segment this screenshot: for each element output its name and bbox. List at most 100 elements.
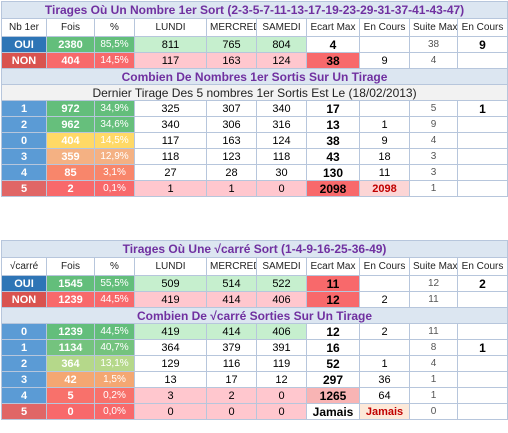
en-cours-cell: 1 — [359, 355, 410, 372]
en-cours-suite-cell: 2 — [456, 275, 508, 292]
samedi-cell: 522 — [256, 275, 307, 292]
ecart-max-cell: 1265 — [306, 387, 360, 404]
data-row: 0 1239 44,5% 419 414 406 12 2 11 — [1, 323, 508, 340]
lundi-cell: 117 — [134, 132, 207, 149]
section-subtitle: Combien De Nombres 1er Sortis Sur Un Tir… — [0, 68, 508, 85]
mercredi-cell: 379 — [206, 339, 257, 356]
ecart-max-cell: 52 — [306, 355, 360, 372]
percent-cell: 34,9% — [94, 100, 135, 117]
percent-cell: 85,5% — [94, 36, 135, 53]
ecart-max-cell: 13 — [306, 116, 360, 133]
fois-cell: 404 — [46, 52, 95, 69]
en-cours-suite-cell — [456, 116, 508, 133]
suite-max-cell: 11 — [409, 291, 458, 308]
samedi-cell: 406 — [256, 291, 307, 308]
lundi-cell: 118 — [134, 148, 207, 165]
data-row: 1 1134 40,7% 364 379 391 16 8 1 — [1, 339, 508, 356]
en-cours-suite-cell — [456, 403, 508, 420]
mercredi-cell: 306 — [206, 116, 257, 133]
lundi-cell: 27 — [134, 164, 207, 181]
en-cours-suite-cell — [456, 52, 508, 69]
suite-max-cell: 3 — [409, 164, 458, 181]
percent-cell: 1,5% — [94, 371, 135, 388]
row-label-cell: 0 — [1, 132, 47, 149]
en-cours-cell: 2 — [359, 323, 410, 340]
column-header: Suite Max — [409, 257, 458, 276]
column-header: Fois — [46, 18, 95, 37]
mercredi-cell: 116 — [206, 355, 257, 372]
lundi-cell: 0 — [134, 403, 207, 420]
row-label-cell: 2 — [1, 355, 47, 372]
data-row: OUI 1545 55,5% 509 514 522 11 12 2 — [1, 275, 508, 292]
column-header: En Cours — [456, 18, 508, 37]
percent-cell: 13,1% — [94, 355, 135, 372]
row-label-cell: OUI — [1, 36, 47, 53]
lundi-cell: 1 — [134, 180, 207, 197]
data-row: 3 42 1,5% 13 17 12 297 36 1 — [1, 371, 508, 388]
section-subtitle: Combien De √carré Sorties Sur Un Tirage — [0, 307, 508, 324]
suite-max-cell: 12 — [409, 275, 458, 292]
suite-max-cell: 4 — [409, 52, 458, 69]
samedi-cell: 0 — [256, 387, 307, 404]
lundi-cell: 340 — [134, 116, 207, 133]
percent-cell: 40,7% — [94, 339, 135, 356]
ecart-max-cell: 297 — [306, 371, 360, 388]
sub-row: Combien De √carré Sorties Sur Un Tirage — [0, 307, 508, 324]
data-row: OUI 2380 85,5% 811 765 804 4 38 9 — [1, 36, 508, 53]
fois-cell: 1239 — [46, 291, 95, 308]
fois-cell: 962 — [46, 116, 95, 133]
en-cours-suite-cell — [456, 180, 508, 197]
row-label-cell: 1 — [1, 100, 47, 117]
lundi-cell: 811 — [134, 36, 207, 53]
row-label-cell: 4 — [1, 164, 47, 181]
percent-cell: 0,2% — [94, 387, 135, 404]
mercredi-cell: 2 — [206, 387, 257, 404]
suite-max-cell: 3 — [409, 148, 458, 165]
data-row: 0 404 14,5% 117 163 124 38 9 4 — [1, 132, 508, 149]
prime-table: Tirages Où Un Nombre 1er Sort (2-3-5-7-1… — [0, 1, 508, 197]
lundi-cell: 419 — [134, 323, 207, 340]
square-table: Tirages Où Une √carré Sort (1-4-9-16-25-… — [0, 240, 508, 420]
ecart-max-cell: 43 — [306, 148, 360, 165]
percent-cell: 14,5% — [94, 52, 135, 69]
data-row: 3 359 12,9% 118 123 118 43 18 3 — [1, 148, 508, 165]
samedi-cell: 391 — [256, 339, 307, 356]
en-cours-suite-cell — [456, 355, 508, 372]
column-header: MERCREDI — [206, 18, 257, 37]
ecart-max-cell: 4 — [306, 36, 360, 53]
suite-max-cell: 4 — [409, 355, 458, 372]
ecart-max-cell: 17 — [306, 100, 360, 117]
data-row: 1 972 34,9% 325 307 340 17 5 1 — [1, 100, 508, 117]
fois-cell: 972 — [46, 100, 95, 117]
mercredi-cell: 414 — [206, 291, 257, 308]
row-label-cell: 4 — [1, 387, 47, 404]
en-cours-cell — [359, 339, 410, 356]
mercredi-cell: 414 — [206, 323, 257, 340]
row-label-cell: 5 — [1, 403, 47, 420]
samedi-cell: 119 — [256, 355, 307, 372]
column-header: SAMEDI — [256, 18, 307, 37]
column-header: SAMEDI — [256, 257, 307, 276]
mercredi-cell: 0 — [206, 403, 257, 420]
en-cours-suite-cell — [456, 132, 508, 149]
en-cours-cell — [359, 36, 410, 53]
lundi-cell: 325 — [134, 100, 207, 117]
en-cours-cell: 36 — [359, 371, 410, 388]
column-header: √carré — [1, 257, 47, 276]
samedi-cell: 0 — [256, 180, 307, 197]
mercredi-cell: 163 — [206, 132, 257, 149]
ecart-max-cell: 38 — [306, 132, 360, 149]
row-label-cell: 3 — [1, 148, 47, 165]
column-header: En Cours — [359, 257, 410, 276]
percent-cell: 0,1% — [94, 180, 135, 197]
column-header: LUNDI — [134, 257, 207, 276]
percent-cell: 44,5% — [94, 323, 135, 340]
lundi-cell: 509 — [134, 275, 207, 292]
en-cours-cell: 64 — [359, 387, 410, 404]
suite-max-cell: 11 — [409, 323, 458, 340]
lundi-cell: 129 — [134, 355, 207, 372]
en-cours-suite-cell — [456, 371, 508, 388]
fois-cell: 0 — [46, 403, 95, 420]
en-cours-cell: 18 — [359, 148, 410, 165]
